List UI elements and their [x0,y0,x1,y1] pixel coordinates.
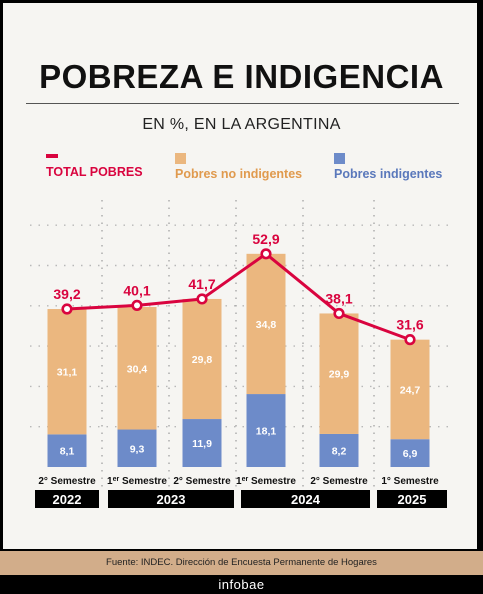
title-divider [26,103,459,104]
bar-label-indigentes: 11,9 [192,438,212,450]
bar-no-indigentes [319,313,359,434]
bar-no-indigentes [117,307,157,430]
x-tick-label: 2° Semestre [38,476,96,487]
total-point [196,293,208,305]
brand-band [0,575,483,594]
total-point [404,334,416,346]
total-line [66,252,411,342]
year-bar [377,490,447,508]
x-tick-label: 1er Semestre [107,476,167,487]
source-note: Fuente: INDEC. Dirección de Encuesta Per… [106,557,377,568]
year-bar [108,490,234,508]
bar-no-indigentes [246,253,286,395]
year-label: 2025 [398,492,427,507]
bar-indigentes [117,429,157,467]
bar-no-indigentes [390,339,430,440]
chart-grid [30,200,450,490]
legend-total-swatch [46,154,58,158]
bar-label-indigentes: 18,1 [256,426,277,438]
chart-data-labels: 8,1 31,1 9,3 30,4 11,9 29,8 18,1 34,8 8,2 29,9 6,9… [53,231,423,460]
bar-label-indigentes: 8,1 [60,446,75,458]
total-label: 41,7 [188,276,215,292]
page-title: POBREZA E INDIGENCIA [39,58,444,95]
bar-indigentes [390,439,430,467]
chart-bars [47,253,430,467]
bar-label-no-indigentes: 29,9 [329,369,350,381]
total-label: 39,2 [53,286,80,302]
year-bar [35,490,99,508]
bar-label-no-indigentes: 24,7 [400,384,421,396]
legend-total-label: TOTAL POBRES [46,165,143,179]
total-label: 40,1 [123,282,150,298]
chart-total-line [61,248,416,346]
legend-indigentes-swatch [334,153,345,164]
total-point [131,299,143,311]
total-point [260,248,272,260]
total-point [61,303,73,315]
total-point [333,307,345,320]
bar-label-no-indigentes: 30,4 [127,363,148,375]
legend-no-indigentes-label: Pobres no indigentes [175,167,303,181]
x-tick-label: 2° Semestre [173,476,231,487]
x-tick-label: 1er Semestre [236,476,296,487]
total-label: 52,9 [252,231,279,247]
year-label: 2022 [53,492,82,507]
bar-label-no-indigentes: 31,1 [57,367,78,379]
page-subtitle: EN %, EN LA ARGENTINA [142,116,341,133]
bar-label-no-indigentes: 34,8 [256,319,277,331]
chart-x-axis: 2° Semestre 1er Semestre 2° Semestre 1er Se… [35,476,447,508]
bar-no-indigentes [47,309,87,435]
bar-label-indigentes: 6,9 [403,448,418,460]
legend-no-indigentes-swatch [175,153,186,164]
bar-label-indigentes: 9,3 [130,443,145,455]
legend-indigentes-label: Pobres indigentes [334,167,443,181]
bar-indigentes [182,419,222,467]
total-label: 31,6 [396,317,423,333]
bar-label-no-indigentes: 29,8 [192,354,213,366]
bar-indigentes [47,434,87,467]
bar-no-indigentes [182,298,222,420]
x-tick-label: 1° Semestre [381,476,439,487]
year-label: 2023 [157,492,186,507]
year-label: 2024 [291,492,321,507]
x-tick-label: 2° Semestre [310,476,368,487]
year-bar [241,490,370,508]
bar-label-indigentes: 8,2 [332,445,347,457]
bar-indigentes [246,394,286,467]
brand-logo: infobae [218,577,265,592]
bar-indigentes [319,433,359,467]
footer-band [0,551,483,575]
total-label: 38,1 [325,290,352,306]
